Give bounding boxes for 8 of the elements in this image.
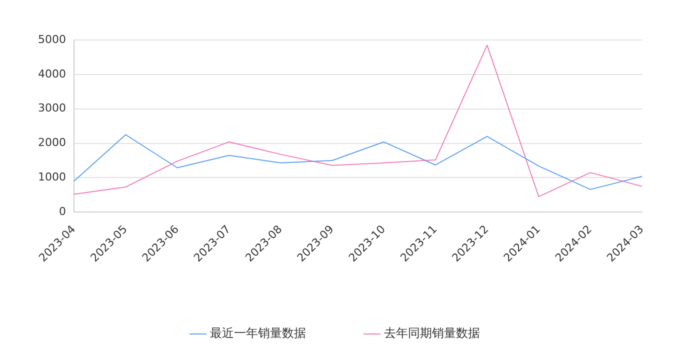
y-tick-label: 1000 xyxy=(38,170,66,184)
y-tick-label: 3000 xyxy=(38,102,66,115)
y-tick-label: 2000 xyxy=(38,136,66,150)
y-tick-label: 0 xyxy=(58,205,66,218)
y-tick-label: 4000 xyxy=(38,67,66,80)
legend-label: 最近一年销量数据 xyxy=(210,326,306,340)
legend-label: 去年同期销量数据 xyxy=(384,326,480,340)
y-tick-label: 5000 xyxy=(38,32,66,46)
